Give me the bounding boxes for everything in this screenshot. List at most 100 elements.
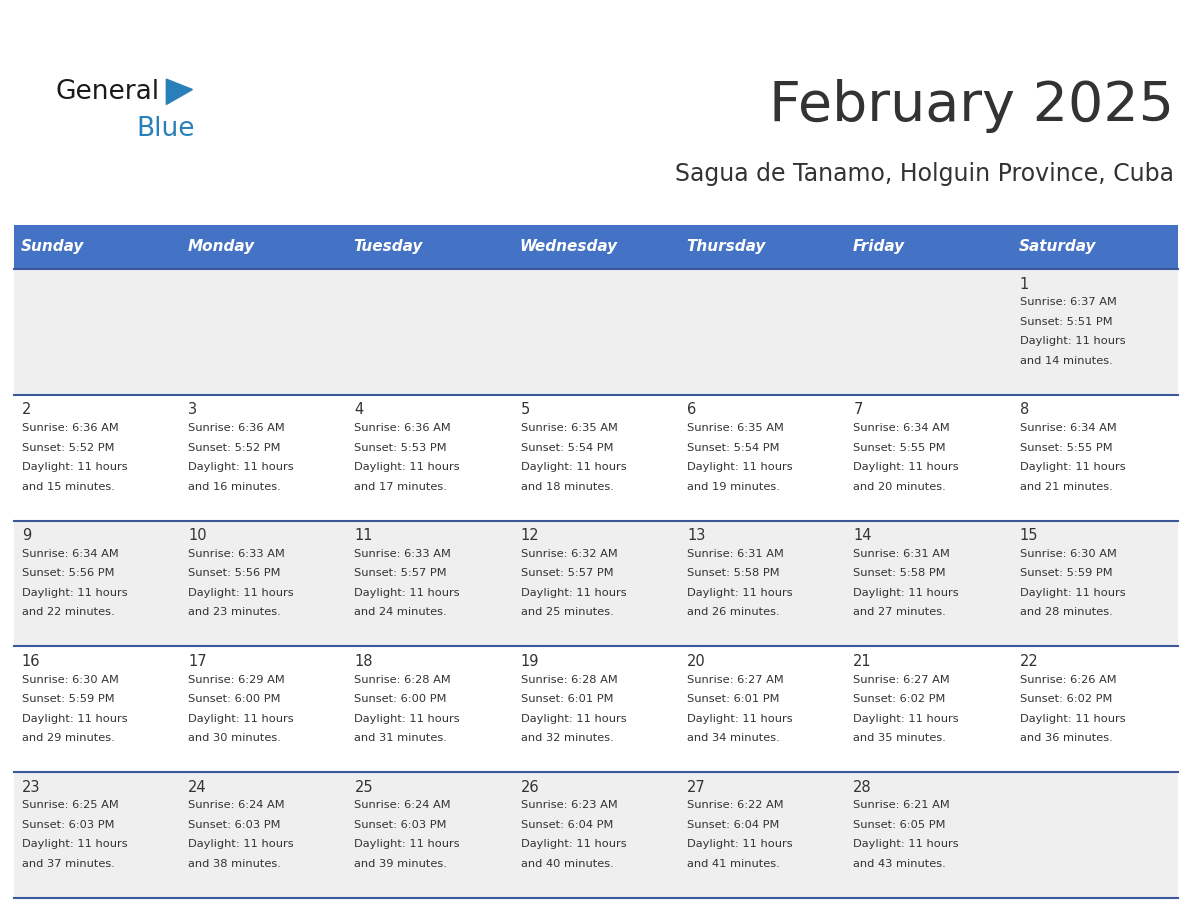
Text: 11: 11 bbox=[354, 528, 373, 543]
Text: February 2025: February 2025 bbox=[769, 79, 1174, 132]
Text: Daylight: 11 hours: Daylight: 11 hours bbox=[354, 462, 460, 472]
Text: and 15 minutes.: and 15 minutes. bbox=[21, 482, 114, 491]
Text: and 17 minutes.: and 17 minutes. bbox=[354, 482, 447, 491]
Text: Blue: Blue bbox=[137, 116, 195, 141]
Text: Daylight: 11 hours: Daylight: 11 hours bbox=[354, 839, 460, 849]
Text: Sunset: 5:52 PM: Sunset: 5:52 PM bbox=[21, 442, 114, 453]
Text: Daylight: 11 hours: Daylight: 11 hours bbox=[853, 462, 959, 472]
Text: Sunset: 5:58 PM: Sunset: 5:58 PM bbox=[687, 568, 779, 578]
Text: 17: 17 bbox=[188, 654, 207, 669]
Text: Daylight: 11 hours: Daylight: 11 hours bbox=[520, 839, 626, 849]
Text: Daylight: 11 hours: Daylight: 11 hours bbox=[520, 588, 626, 598]
Text: Sunrise: 6:24 AM: Sunrise: 6:24 AM bbox=[354, 800, 451, 811]
Text: 13: 13 bbox=[687, 528, 706, 543]
Text: and 37 minutes.: and 37 minutes. bbox=[21, 859, 114, 868]
Text: Daylight: 11 hours: Daylight: 11 hours bbox=[1019, 336, 1125, 346]
Bar bbox=[14, 225, 1178, 269]
Text: Sunrise: 6:22 AM: Sunrise: 6:22 AM bbox=[687, 800, 784, 811]
Text: and 34 minutes.: and 34 minutes. bbox=[687, 733, 779, 743]
Text: Daylight: 11 hours: Daylight: 11 hours bbox=[687, 713, 792, 723]
Text: Daylight: 11 hours: Daylight: 11 hours bbox=[354, 713, 460, 723]
Text: Sunrise: 6:34 AM: Sunrise: 6:34 AM bbox=[21, 549, 119, 559]
Text: 23: 23 bbox=[21, 779, 40, 795]
Text: Sunset: 5:57 PM: Sunset: 5:57 PM bbox=[520, 568, 613, 578]
Text: 24: 24 bbox=[188, 779, 207, 795]
Bar bbox=[14, 395, 1178, 521]
Text: Sunrise: 6:34 AM: Sunrise: 6:34 AM bbox=[1019, 423, 1117, 433]
Text: 8: 8 bbox=[1019, 402, 1029, 418]
Text: Daylight: 11 hours: Daylight: 11 hours bbox=[1019, 588, 1125, 598]
Text: Daylight: 11 hours: Daylight: 11 hours bbox=[354, 588, 460, 598]
Text: 12: 12 bbox=[520, 528, 539, 543]
Bar bbox=[14, 269, 1178, 395]
Text: Sunset: 6:02 PM: Sunset: 6:02 PM bbox=[1019, 694, 1112, 704]
Text: 2: 2 bbox=[21, 402, 31, 418]
Text: Sunset: 5:56 PM: Sunset: 5:56 PM bbox=[188, 568, 280, 578]
Text: and 40 minutes.: and 40 minutes. bbox=[520, 859, 613, 868]
Text: 16: 16 bbox=[21, 654, 40, 669]
Text: Sunset: 5:52 PM: Sunset: 5:52 PM bbox=[188, 442, 280, 453]
Text: 28: 28 bbox=[853, 779, 872, 795]
Text: and 16 minutes.: and 16 minutes. bbox=[188, 482, 280, 491]
Text: 10: 10 bbox=[188, 528, 207, 543]
Text: Daylight: 11 hours: Daylight: 11 hours bbox=[21, 839, 127, 849]
Text: 6: 6 bbox=[687, 402, 696, 418]
Text: Sagua de Tanamo, Holguin Province, Cuba: Sagua de Tanamo, Holguin Province, Cuba bbox=[675, 162, 1174, 186]
Text: Sunrise: 6:24 AM: Sunrise: 6:24 AM bbox=[188, 800, 285, 811]
Text: Sunrise: 6:36 AM: Sunrise: 6:36 AM bbox=[188, 423, 285, 433]
Text: Sunset: 6:03 PM: Sunset: 6:03 PM bbox=[188, 820, 280, 830]
Text: Sunrise: 6:28 AM: Sunrise: 6:28 AM bbox=[354, 675, 451, 685]
Text: 9: 9 bbox=[21, 528, 31, 543]
Text: Sunset: 5:55 PM: Sunset: 5:55 PM bbox=[853, 442, 946, 453]
Text: 1: 1 bbox=[1019, 276, 1029, 292]
Text: 5: 5 bbox=[520, 402, 530, 418]
Text: Daylight: 11 hours: Daylight: 11 hours bbox=[188, 713, 293, 723]
Text: Sunrise: 6:23 AM: Sunrise: 6:23 AM bbox=[520, 800, 618, 811]
Text: Sunset: 6:01 PM: Sunset: 6:01 PM bbox=[520, 694, 613, 704]
Text: 18: 18 bbox=[354, 654, 373, 669]
Text: Monday: Monday bbox=[188, 240, 254, 254]
Text: Sunset: 6:03 PM: Sunset: 6:03 PM bbox=[354, 820, 447, 830]
Text: 25: 25 bbox=[354, 779, 373, 795]
Text: Daylight: 11 hours: Daylight: 11 hours bbox=[188, 462, 293, 472]
Text: 21: 21 bbox=[853, 654, 872, 669]
Text: Sunrise: 6:36 AM: Sunrise: 6:36 AM bbox=[21, 423, 119, 433]
Text: Saturday: Saturday bbox=[1019, 240, 1097, 254]
Text: 22: 22 bbox=[1019, 654, 1038, 669]
Text: Sunset: 6:05 PM: Sunset: 6:05 PM bbox=[853, 820, 946, 830]
Text: 26: 26 bbox=[520, 779, 539, 795]
Text: Sunset: 6:04 PM: Sunset: 6:04 PM bbox=[687, 820, 779, 830]
Text: Sunrise: 6:36 AM: Sunrise: 6:36 AM bbox=[354, 423, 451, 433]
Text: and 43 minutes.: and 43 minutes. bbox=[853, 859, 946, 868]
Text: Sunrise: 6:35 AM: Sunrise: 6:35 AM bbox=[687, 423, 784, 433]
Text: and 20 minutes.: and 20 minutes. bbox=[853, 482, 946, 491]
Text: 19: 19 bbox=[520, 654, 539, 669]
Text: Sunrise: 6:33 AM: Sunrise: 6:33 AM bbox=[188, 549, 285, 559]
Text: 4: 4 bbox=[354, 402, 364, 418]
Text: and 26 minutes.: and 26 minutes. bbox=[687, 608, 779, 617]
Polygon shape bbox=[166, 79, 192, 105]
Text: and 27 minutes.: and 27 minutes. bbox=[853, 608, 946, 617]
Text: and 14 minutes.: and 14 minutes. bbox=[1019, 356, 1112, 365]
Text: Sunrise: 6:33 AM: Sunrise: 6:33 AM bbox=[354, 549, 451, 559]
Text: Sunset: 6:03 PM: Sunset: 6:03 PM bbox=[21, 820, 114, 830]
Text: Sunrise: 6:21 AM: Sunrise: 6:21 AM bbox=[853, 800, 950, 811]
Bar bbox=[14, 646, 1178, 772]
Text: and 18 minutes.: and 18 minutes. bbox=[520, 482, 613, 491]
Text: Daylight: 11 hours: Daylight: 11 hours bbox=[21, 462, 127, 472]
Text: and 35 minutes.: and 35 minutes. bbox=[853, 733, 946, 743]
Text: Sunset: 5:54 PM: Sunset: 5:54 PM bbox=[687, 442, 779, 453]
Text: Sunrise: 6:37 AM: Sunrise: 6:37 AM bbox=[1019, 297, 1117, 308]
Text: Sunrise: 6:31 AM: Sunrise: 6:31 AM bbox=[853, 549, 950, 559]
Text: and 22 minutes.: and 22 minutes. bbox=[21, 608, 114, 617]
Text: Daylight: 11 hours: Daylight: 11 hours bbox=[853, 713, 959, 723]
Text: and 23 minutes.: and 23 minutes. bbox=[188, 608, 280, 617]
Text: and 41 minutes.: and 41 minutes. bbox=[687, 859, 779, 868]
Text: Daylight: 11 hours: Daylight: 11 hours bbox=[520, 713, 626, 723]
Text: and 24 minutes.: and 24 minutes. bbox=[354, 608, 447, 617]
Text: Sunset: 5:53 PM: Sunset: 5:53 PM bbox=[354, 442, 447, 453]
Text: Sunrise: 6:35 AM: Sunrise: 6:35 AM bbox=[520, 423, 618, 433]
Text: Daylight: 11 hours: Daylight: 11 hours bbox=[853, 839, 959, 849]
Text: and 30 minutes.: and 30 minutes. bbox=[188, 733, 280, 743]
Text: 15: 15 bbox=[1019, 528, 1038, 543]
